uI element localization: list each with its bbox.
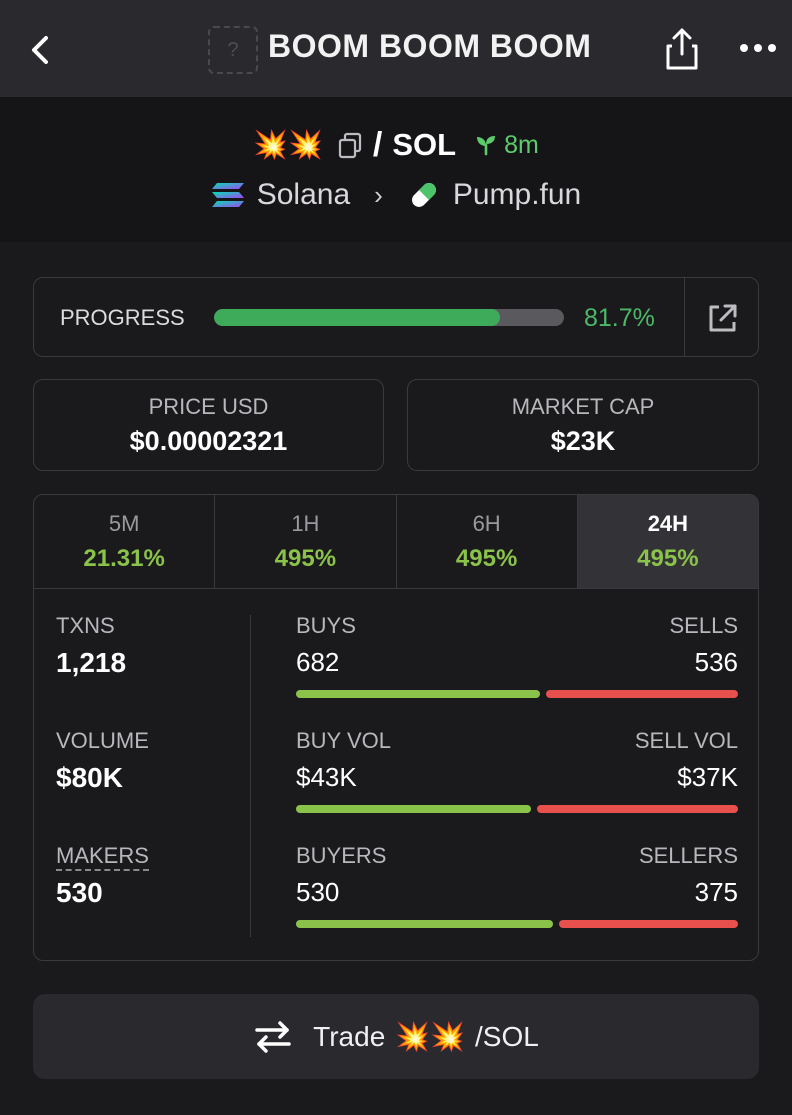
sell-vol-label: SELL VOL xyxy=(634,728,738,753)
trade-base-symbol: 💥💥 xyxy=(395,1020,466,1052)
buyers-value: 530 xyxy=(296,877,340,907)
buys-label: BUYS xyxy=(296,613,356,638)
chain-breadcrumb: Solana › Pump.fun xyxy=(0,175,792,215)
share-button[interactable] xyxy=(662,24,702,72)
buyers-sellers-split: BUYERS SELLERS 530 375 xyxy=(296,843,738,928)
market-cap-label: MARKET CAP xyxy=(511,394,655,419)
txns-value: 1,218 xyxy=(56,647,127,678)
tab-change: 21.31% xyxy=(83,545,165,572)
tab-6h[interactable]: 6H 495% xyxy=(397,495,578,588)
base-token-symbol: 💥💥 xyxy=(253,129,323,160)
makers-value: 530 xyxy=(56,877,103,908)
tab-change: 495% xyxy=(274,545,337,572)
tab-label: 5M xyxy=(108,511,140,536)
buys-bar xyxy=(296,690,541,698)
volume-label: VOLUME xyxy=(56,728,149,753)
market-cap-value: $23K xyxy=(550,426,616,456)
buys-value: 682 xyxy=(296,647,340,677)
tab-label: 1H xyxy=(291,511,320,536)
dex-name[interactable]: Pump.fun xyxy=(452,178,582,211)
tab-label: 6H xyxy=(472,511,501,536)
pill-icon xyxy=(411,183,436,207)
tab-change: 495% xyxy=(455,545,518,572)
txns-label: TXNS xyxy=(56,613,115,638)
chevron-left-icon xyxy=(32,36,48,64)
makers-label[interactable]: MAKERS xyxy=(56,843,149,871)
timeframe-stats-card: 5M 21.31% 1H 495% 6H 495% 24H 495% TXNS … xyxy=(33,494,759,961)
trade-button[interactable]: Trade 💥💥 /SOL xyxy=(33,994,759,1079)
pair-age-value: 8m xyxy=(504,130,539,159)
sells-value: 536 xyxy=(694,647,738,677)
trade-quote-symbol: /SOL xyxy=(475,1020,539,1052)
chevron-right-icon: › xyxy=(374,179,383,210)
quote-token-symbol: SOL xyxy=(392,127,457,162)
sell-vol-bar xyxy=(537,805,738,813)
solana-logo-icon xyxy=(211,183,244,207)
tab-label: 24H xyxy=(647,511,689,536)
progress-bar-fill xyxy=(214,309,500,326)
volume-value: $80K xyxy=(56,762,123,793)
timeframe-tabs: 5M 21.31% 1H 495% 6H 495% 24H 495% xyxy=(34,495,758,589)
market-cap-card: MARKET CAP $23K xyxy=(407,379,759,471)
sellers-bar xyxy=(559,920,738,928)
share-icon xyxy=(666,28,698,70)
column-divider xyxy=(250,615,251,937)
price-usd-card: PRICE USD $0.00002321 xyxy=(33,379,384,471)
volume-metric: VOLUME $80K xyxy=(56,728,149,794)
buyers-bar xyxy=(296,920,554,928)
tab-24h[interactable]: 24H 495% xyxy=(577,495,758,588)
top-bar: ? BOOM BOOM BOOM xyxy=(0,0,792,97)
sell-vol-value: $37K xyxy=(677,762,738,792)
token-image-placeholder: ? xyxy=(208,26,258,74)
seedling-icon xyxy=(477,136,496,156)
external-link-button[interactable] xyxy=(684,278,759,356)
pair-header: 💥💥 / SOL 8m So xyxy=(0,97,792,242)
pair-age: 8m xyxy=(474,131,539,160)
sellers-label: SELLERS xyxy=(638,843,738,868)
more-horizontal-icon xyxy=(740,44,776,52)
chain-name[interactable]: Solana xyxy=(256,178,351,211)
sellers-value: 375 xyxy=(694,877,738,907)
buy-vol-bar xyxy=(296,805,532,813)
bonding-progress-card: PROGRESS 81.7% xyxy=(33,277,759,357)
sells-bar xyxy=(546,690,738,698)
buyers-label: BUYERS xyxy=(296,843,387,868)
tab-1h[interactable]: 1H 495% xyxy=(215,495,397,588)
buy-vol-value: $43K xyxy=(296,762,357,792)
progress-bar xyxy=(214,309,564,326)
txns-metric: TXNS 1,218 xyxy=(56,613,126,679)
pair-row: 💥💥 / SOL 8m xyxy=(0,125,792,165)
pair-separator: / xyxy=(372,125,383,164)
price-usd-value: $0.00002321 xyxy=(129,426,288,456)
page-title: BOOM BOOM BOOM xyxy=(268,28,592,64)
external-link-icon xyxy=(709,304,737,332)
swap-arrows-icon xyxy=(255,1020,291,1053)
progress-label: PROGRESS xyxy=(60,305,185,330)
buy-sell-volume-split: BUY VOL SELL VOL $43K $37K xyxy=(296,728,738,813)
sells-label: SELLS xyxy=(669,613,739,638)
back-button[interactable] xyxy=(24,28,64,72)
buy-vol-label: BUY VOL xyxy=(296,728,391,753)
tab-change: 495% xyxy=(637,545,699,572)
totals-column: TXNS 1,218 VOLUME $80K MAKERS 530 xyxy=(34,589,250,960)
price-usd-label: PRICE USD xyxy=(148,394,269,419)
makers-metric: MAKERS 530 xyxy=(56,843,149,909)
progress-value: 81.7% xyxy=(584,304,655,332)
copy-icon[interactable] xyxy=(337,131,363,159)
tab-5m[interactable]: 5M 21.31% xyxy=(34,495,216,588)
buys-sells-split: BUYS SELLS 682 536 xyxy=(296,613,738,698)
more-options-button[interactable] xyxy=(738,36,778,60)
trade-label: Trade xyxy=(313,1020,386,1052)
